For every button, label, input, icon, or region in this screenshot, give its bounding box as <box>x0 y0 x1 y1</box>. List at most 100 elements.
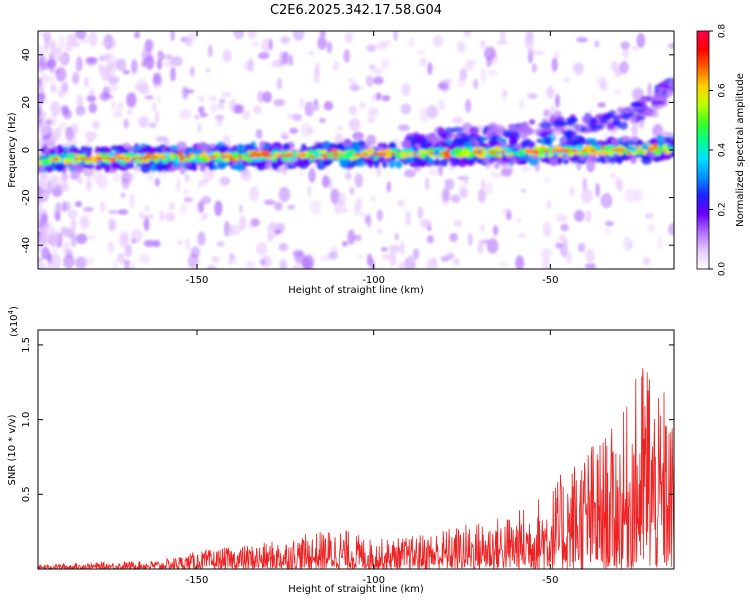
heatmap-cell <box>199 162 207 170</box>
heatmap-cell <box>388 244 401 253</box>
heatmap-cell <box>382 152 387 156</box>
heatmap-cell <box>274 229 282 235</box>
heatmap-cell <box>642 257 651 266</box>
heatmap-cell <box>87 146 93 152</box>
heatmap-cell <box>190 160 196 171</box>
heatmap-cell <box>630 101 642 108</box>
heatmap-cell <box>62 109 72 120</box>
snr-series-line <box>38 368 674 569</box>
heatmap-cell <box>480 39 486 49</box>
heatmap-cell <box>616 155 623 165</box>
heatmap-cell <box>605 221 615 227</box>
heatmap-cell <box>38 121 50 137</box>
heatmap-cell <box>564 129 574 138</box>
heatmap-cell <box>642 145 648 150</box>
heatmap-cell <box>54 211 61 222</box>
heatmap-cell <box>577 146 582 152</box>
heatmap-cell <box>131 156 137 160</box>
heatmap-cell <box>110 145 121 151</box>
heatmap-cell <box>42 31 52 43</box>
heatmap-cell <box>292 31 305 41</box>
heatmap-cell <box>527 93 538 99</box>
heatmap-cell <box>531 63 537 73</box>
heatmap-cell <box>492 225 499 236</box>
y-tick-label: 40 <box>21 48 32 61</box>
heatmap-cell <box>358 254 363 260</box>
heatmap-cell <box>542 221 552 238</box>
heatmap-cell <box>291 113 303 122</box>
heatmap-cell <box>183 188 190 196</box>
heatmap-cell <box>319 117 326 124</box>
heatmap-cell <box>412 152 418 155</box>
heatmap-cell <box>171 56 183 67</box>
heatmap-cell <box>116 101 124 111</box>
heatmap-cell <box>84 163 96 169</box>
heatmap-cell <box>408 254 414 267</box>
heatmap-cell <box>85 138 95 143</box>
heatmap-cell <box>38 190 44 200</box>
heatmap-cell <box>516 218 522 223</box>
heatmap-cell <box>432 35 444 48</box>
heatmap-cell <box>594 145 601 149</box>
heatmap-cell <box>294 252 306 264</box>
heatmap-cell <box>131 228 143 244</box>
heatmap-cell <box>243 61 253 71</box>
heatmap-cell <box>332 60 340 71</box>
heatmap-cell <box>278 186 291 203</box>
heatmap-cell <box>669 79 674 88</box>
heatmap-cell <box>123 259 131 265</box>
heatmap-cell <box>554 94 560 108</box>
heatmap-cell <box>119 157 125 160</box>
heatmap-cell <box>47 56 57 71</box>
heatmap-cell <box>85 56 98 66</box>
heatmap-cell <box>463 31 472 38</box>
heatmap-cell <box>153 239 161 248</box>
heatmap-cell <box>464 99 472 113</box>
heatmap-cell <box>125 157 130 160</box>
heatmap-cell <box>597 102 606 108</box>
snr-y-multiplier: (x104) <box>7 306 20 337</box>
heatmap-cell <box>102 153 110 158</box>
heatmap-cell <box>308 168 316 183</box>
heatmap-cell <box>278 242 289 252</box>
heatmap-cell <box>187 32 199 40</box>
heatmap-cell <box>60 225 72 237</box>
heatmap-cell <box>40 72 49 86</box>
heatmap-cell <box>138 83 150 95</box>
heatmap-cell <box>581 151 587 156</box>
colorbar: 0.0 0.2 0.4 0.6 0.8 Normalized spectral ampl… <box>696 24 746 276</box>
heatmap-cell <box>233 31 245 40</box>
heatmap-cell <box>590 124 605 130</box>
heatmap-cell <box>98 157 104 160</box>
heatmap-cell <box>417 206 424 220</box>
heatmap-cell <box>563 149 571 153</box>
heatmap-cell <box>348 118 361 131</box>
heatmap-cell <box>279 50 285 67</box>
heatmap-cell <box>356 153 362 156</box>
heatmap-cell <box>247 155 254 158</box>
heatmap-cell <box>69 162 79 171</box>
heatmap-cell <box>551 130 561 137</box>
heatmap-cell <box>453 257 461 266</box>
x-tick-label: -50 <box>542 275 558 286</box>
heatmap-cell <box>600 192 613 209</box>
heatmap-cell <box>111 38 117 49</box>
heatmap-cell <box>83 76 89 88</box>
heatmap-cell <box>287 205 296 210</box>
colorbar-tick-label: 0.6 <box>718 83 728 98</box>
heatmap-cell <box>140 163 152 174</box>
heatmap-cell <box>194 114 200 120</box>
heatmap-cell <box>489 150 495 154</box>
heatmap-cell <box>268 38 273 51</box>
heatmap-cell <box>619 121 628 130</box>
heatmap-cell <box>105 65 116 79</box>
heatmap-cell <box>386 181 391 193</box>
colorbar-tick-label: 0.4 <box>718 143 728 158</box>
heatmap-cell <box>289 127 299 134</box>
heatmap-cell <box>66 154 72 160</box>
heatmap-cell <box>154 177 160 187</box>
heatmap-cell <box>517 232 527 238</box>
heatmap-cell <box>600 144 606 150</box>
heatmap-cell <box>598 150 605 156</box>
heatmap-cell <box>630 115 638 124</box>
